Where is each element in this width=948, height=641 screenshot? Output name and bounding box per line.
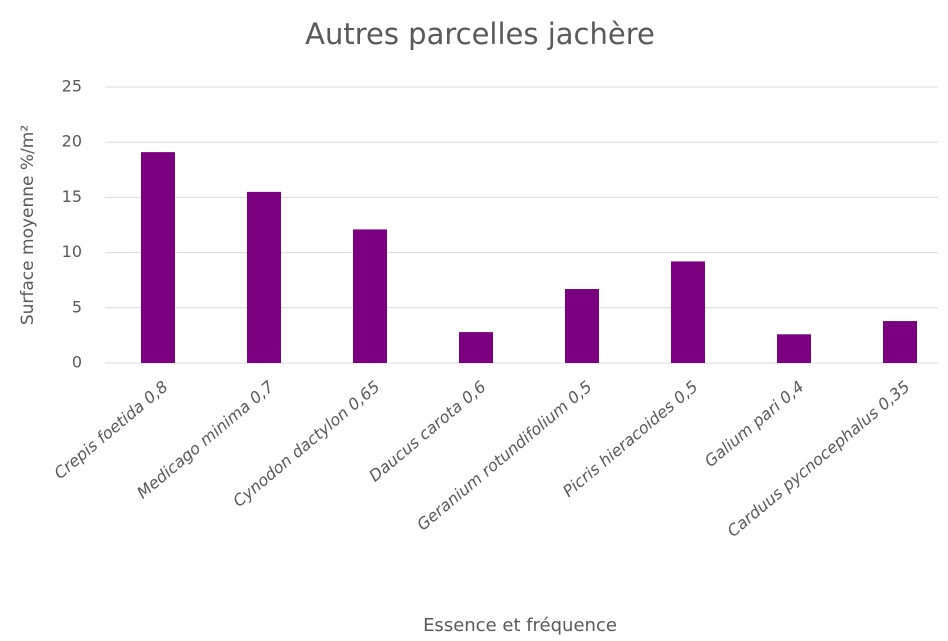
bar <box>565 289 599 363</box>
bar <box>459 332 493 363</box>
bar <box>883 321 917 363</box>
y-tick-label: 20 <box>62 132 82 151</box>
y-tick-label: 0 <box>72 353 82 372</box>
y-tick-label: 25 <box>62 77 82 96</box>
bar <box>247 191 281 363</box>
bar <box>777 334 811 363</box>
bar <box>671 261 705 363</box>
bar <box>141 152 175 363</box>
x-tick-label: Carduus pycnocephalus 0,35 <box>723 377 913 541</box>
y-tick-label: 15 <box>62 187 82 206</box>
x-tick-label: Geranium rotundifolium 0,5 <box>413 377 595 534</box>
x-tick-label: Galium pari 0,4 <box>701 377 808 471</box>
y-tick-label: 5 <box>72 297 82 316</box>
x-tick-label: Daucus carota 0,6 <box>365 377 489 486</box>
y-axis-title: Surface moyenne %/m² <box>18 125 38 325</box>
x-axis-title: Essence et fréquence <box>423 615 617 636</box>
chart-title: Autres parcelles jachère <box>305 17 655 51</box>
x-tick-label: Crepis foetida 0,8 <box>50 377 171 483</box>
y-tick-label: 10 <box>62 242 82 261</box>
bar <box>353 229 387 363</box>
